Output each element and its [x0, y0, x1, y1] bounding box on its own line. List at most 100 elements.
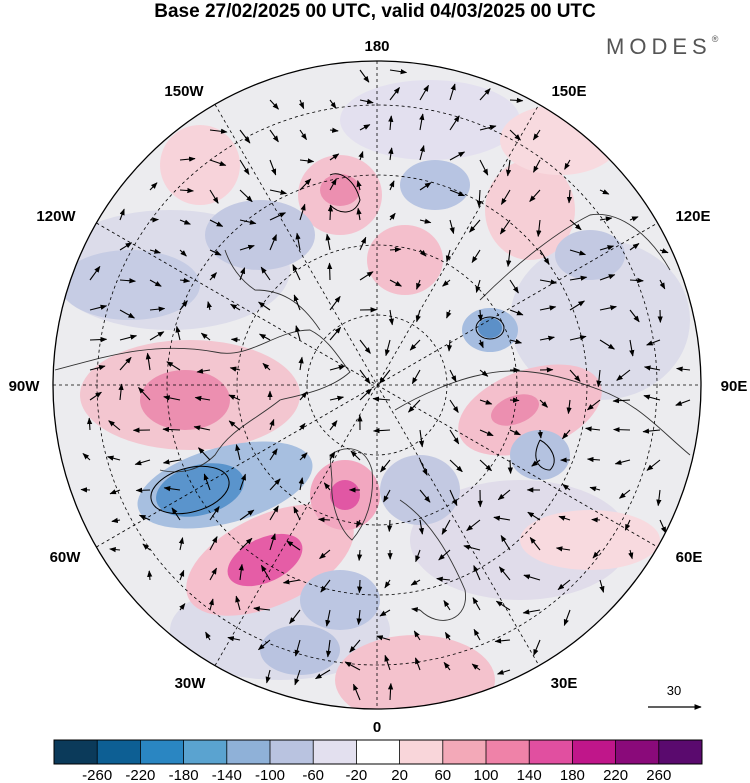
wind-vector-arrow: [138, 514, 151, 521]
wind-vector-arrow: [178, 537, 184, 551]
wind-vector-arrow: [509, 309, 524, 316]
wind-vector-arrow: [566, 189, 573, 204]
wind-vector-arrow: [327, 262, 333, 281]
wind-vector-arrow: [612, 398, 631, 404]
brand-mark: ®: [711, 34, 719, 44]
wind-vector-arrow: [539, 305, 557, 311]
modes-logo: MODES®: [606, 34, 718, 60]
wind-vector-arrow: [356, 609, 362, 626]
wind-vector-arrow: [329, 451, 336, 461]
coastline-greenland: [329, 448, 373, 541]
wind-vector-arrow: [498, 566, 511, 581]
wind-vector-arrow: [359, 98, 374, 105]
wind-vector-arrow: [166, 361, 181, 371]
wind-vector-arrow: [629, 309, 640, 323]
wind-vector-arrow: [298, 356, 304, 371]
wind-vector-arrow: [269, 418, 275, 431]
wind-vector-arrow: [589, 486, 601, 492]
wind-vector-arrow: [562, 429, 571, 440]
colorbar-swatch: [270, 740, 314, 764]
anomaly-region-neutral-5: [340, 80, 520, 160]
anomaly-region-negative-9: [300, 570, 380, 630]
colorbar-swatch: [486, 740, 530, 764]
wind-vector-arrow: [147, 570, 153, 581]
wind-vector-arrow: [323, 482, 331, 491]
wind-vector-arrow: [179, 300, 188, 311]
wind-vector-arrow: [294, 669, 301, 686]
wind-vector-arrow: [507, 459, 513, 475]
wind-vector-arrow: [675, 399, 691, 406]
wind-vector-arrow: [294, 639, 301, 657]
wind-vector-arrow: [522, 609, 541, 615]
wind-vector-arrow: [532, 129, 541, 141]
wind-vector-arrow: [329, 295, 341, 311]
wind-vector-arrow: [265, 669, 271, 684]
wind-vector-arrow: [299, 158, 315, 164]
wind-vector-arrow: [209, 189, 219, 204]
wind-vector-arrow: [118, 383, 124, 401]
wind-vector-arrow: [628, 549, 634, 560]
wind-vector-arrow: [466, 519, 481, 532]
wind-vector-arrow: [384, 339, 391, 357]
lon-label-60e: 60E: [676, 549, 703, 566]
wind-vector-arrow: [408, 399, 421, 413]
wind-vector-arrow: [555, 546, 571, 552]
wind-vector-arrow: [179, 603, 186, 611]
wind-vector-arrow: [352, 683, 361, 701]
wind-vector-arrow: [89, 336, 108, 343]
wind-vector-arrow: [618, 489, 631, 499]
latitude-circle: [306, 314, 448, 456]
wind-vector-arrow: [499, 219, 511, 235]
coastline-eurasia: [394, 370, 691, 456]
wind-vector-arrow: [235, 444, 241, 461]
wind-vector-arrow: [329, 420, 338, 431]
wind-vector-arrow: [357, 579, 363, 594]
wind-vector-arrow: [269, 505, 279, 521]
lon-label-60w: 60W: [50, 549, 82, 566]
wind-vector-arrow: [569, 275, 588, 281]
wind-vector-arrow: [198, 447, 211, 461]
wind-vector-arrow: [293, 294, 301, 311]
wind-vector-arrow: [449, 459, 463, 473]
wind-vector-arrow: [269, 129, 279, 143]
colorbar-tick-label: -140: [212, 767, 242, 783]
wind-vector-arrow: [629, 277, 644, 284]
wind-vector-arrow: [269, 533, 276, 551]
coastline-alaska: [224, 249, 321, 331]
colorbar-swatch: [183, 740, 228, 764]
wind-vector-arrow: [89, 304, 108, 311]
wind-vector-arrow: [529, 189, 541, 202]
wind-vector-arrow: [418, 519, 425, 535]
wind-vector-arrow: [500, 189, 511, 205]
wind-vector-arrow: [449, 115, 460, 131]
wind-vector-arrow: [359, 236, 367, 251]
wind-vector-arrow: [539, 335, 555, 341]
wind-vector-arrow: [533, 639, 541, 656]
wind-vector-arrow: [388, 115, 394, 131]
wind-vector-arrow: [356, 180, 362, 191]
wind-vector-arrow: [356, 549, 363, 562]
wind-vector-arrow: [416, 279, 422, 290]
wind-vector-arrow: [149, 306, 166, 312]
map-title: Base 27/02/2025 00 UTC, valid 04/03/2025…: [154, 1, 596, 22]
wind-vector-arrow: [315, 669, 331, 680]
wind-vector-arrow: [260, 564, 271, 581]
wind-vector-arrow: [389, 68, 408, 75]
wind-vector-arrow: [586, 399, 601, 411]
wind-vector-arrow: [419, 489, 431, 503]
wind-vector-arrow: [557, 579, 571, 591]
wind-vector-arrow: [356, 519, 362, 528]
colorbar-tick-label: -220: [125, 767, 155, 783]
wind-vector-arrow: [473, 628, 481, 641]
wind-vector-arrow: [419, 182, 432, 191]
wind-vector-arrow: [563, 609, 571, 627]
wind-vector-arrow: [591, 517, 601, 523]
wind-vector-arrow: [509, 429, 521, 436]
wind-vector-arrow: [269, 478, 281, 491]
wind-vector-arrow: [479, 369, 489, 377]
wind-vector-arrow: [414, 657, 421, 671]
brand-name: MODES: [606, 34, 712, 59]
wind-vector-arrow: [449, 369, 457, 383]
wind-vector-arrow: [389, 279, 402, 287]
wind-vector-arrow: [449, 429, 460, 445]
